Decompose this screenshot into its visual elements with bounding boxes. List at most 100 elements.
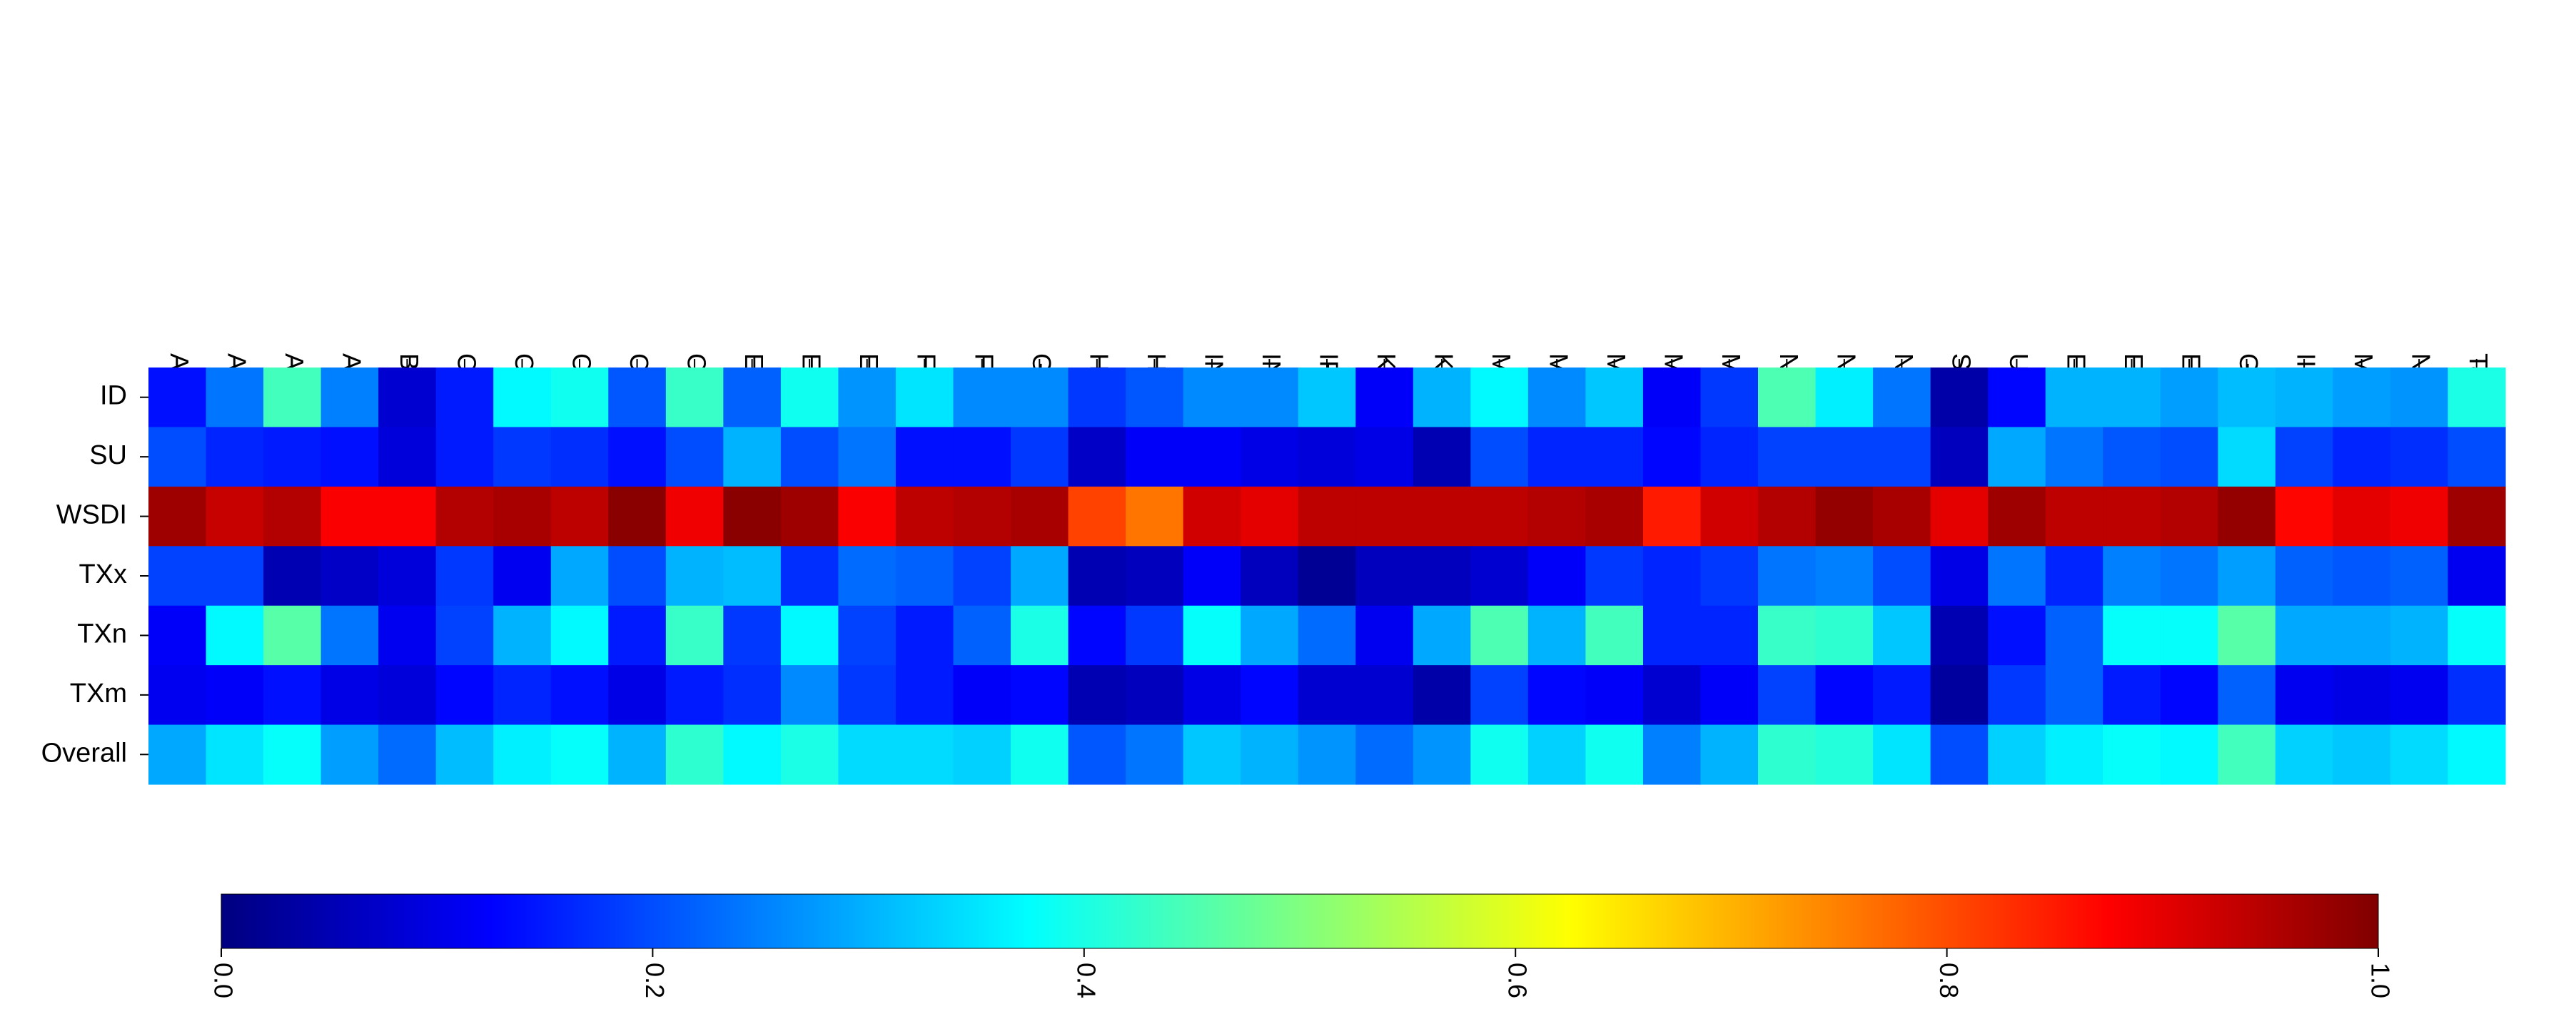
heatmap-cell bbox=[550, 546, 609, 607]
heatmap-cell bbox=[1241, 546, 1299, 607]
heatmap-cell bbox=[206, 427, 264, 487]
heatmap-cell bbox=[1413, 724, 1471, 785]
heatmap-cell bbox=[550, 486, 609, 547]
heatmap-cell bbox=[1413, 605, 1471, 666]
heatmap-cell bbox=[1815, 605, 1874, 666]
heatmap-cell bbox=[1011, 605, 1069, 666]
heatmap-cell bbox=[2045, 368, 2103, 428]
heatmap-cell bbox=[1527, 368, 1587, 428]
heatmap-cell bbox=[1527, 427, 1587, 487]
heatmap-cell bbox=[378, 724, 437, 785]
heatmap-cell bbox=[320, 546, 379, 607]
heatmap-cell bbox=[1700, 486, 1759, 547]
heatmap-cell bbox=[1758, 486, 1817, 547]
heatmap-cell bbox=[1470, 724, 1529, 785]
heatmap-cell bbox=[2333, 486, 2391, 547]
heatmap-cell bbox=[2103, 665, 2161, 726]
heatmap-cell bbox=[2448, 724, 2506, 785]
heatmap-cell bbox=[838, 605, 896, 666]
heatmap-cell bbox=[1355, 427, 1414, 487]
heatmap-cell bbox=[1988, 665, 2046, 726]
heatmap-cell bbox=[148, 665, 207, 726]
heatmap-cell bbox=[1700, 368, 1759, 428]
heatmap-cell bbox=[1241, 486, 1299, 547]
heatmap-cell bbox=[1011, 368, 1069, 428]
heatmap-cell bbox=[206, 605, 264, 666]
row-labels: ID SU WSDI TXx TXn TXm Overall bbox=[41, 381, 148, 768]
heatmap-cell bbox=[1930, 546, 1989, 607]
heatmap-cell bbox=[550, 665, 609, 726]
heatmap-cell bbox=[1700, 546, 1759, 607]
colorbar-tick-label: 1.0 bbox=[2365, 963, 2395, 998]
heatmap-cell bbox=[1355, 368, 1414, 428]
heatmap-cell bbox=[435, 665, 494, 726]
heatmap-cell bbox=[1700, 605, 1759, 666]
heatmap-cell bbox=[1585, 368, 1644, 428]
heatmap-cell bbox=[1700, 724, 1759, 785]
heatmap-cell bbox=[2160, 486, 2218, 547]
heatmap-cell bbox=[953, 368, 1011, 428]
heatmap-cell bbox=[2333, 724, 2391, 785]
heatmap-cell bbox=[1068, 665, 1126, 726]
heatmap-cell bbox=[1527, 665, 1587, 726]
heatmap-cell bbox=[780, 427, 839, 487]
heatmap-cell bbox=[2390, 427, 2449, 487]
heatmap-cell bbox=[1413, 665, 1471, 726]
heatmap-cell bbox=[2275, 486, 2333, 547]
heatmap-cell bbox=[1585, 665, 1644, 726]
heatmap-cell bbox=[1298, 427, 1356, 487]
heatmap-cell bbox=[953, 486, 1011, 547]
heatmap-cell bbox=[1298, 665, 1356, 726]
heatmap-cell bbox=[435, 546, 494, 607]
heatmap-cell bbox=[2275, 665, 2333, 726]
heatmap-cell bbox=[1815, 724, 1874, 785]
heatmap-cell bbox=[2275, 368, 2333, 428]
heatmap-cell bbox=[2390, 368, 2449, 428]
heatmap-cell bbox=[550, 724, 609, 785]
heatmap-cell bbox=[723, 724, 782, 785]
heatmap-cell bbox=[2218, 724, 2276, 785]
heatmap-cell bbox=[608, 724, 667, 785]
heatmap-cell bbox=[1758, 724, 1817, 785]
heatmap-cell bbox=[263, 486, 322, 547]
heatmap-cell bbox=[1126, 665, 1184, 726]
heatmap-cell bbox=[1930, 605, 1989, 666]
heatmap-cell bbox=[1873, 724, 1931, 785]
heatmap-cell bbox=[263, 724, 322, 785]
heatmap-cell bbox=[2103, 724, 2161, 785]
heatmap-cell bbox=[1355, 546, 1414, 607]
heatmap-cell bbox=[206, 724, 264, 785]
heatmap-cell bbox=[2275, 546, 2333, 607]
heatmap-cell bbox=[550, 427, 609, 487]
heatmap-cell bbox=[780, 665, 839, 726]
heatmap-cell bbox=[206, 665, 264, 726]
heatmap-cell bbox=[320, 605, 379, 666]
heatmap-cell bbox=[1642, 486, 1702, 547]
heatmap-cell bbox=[1642, 665, 1702, 726]
colorbar-tick-label: 0.8 bbox=[1934, 963, 1964, 998]
heatmap-cell bbox=[895, 665, 954, 726]
heatmap-cell bbox=[1183, 665, 1241, 726]
heatmap-cell bbox=[1011, 546, 1069, 607]
heatmap-cell bbox=[206, 546, 264, 607]
heatmap-cell bbox=[838, 546, 896, 607]
heatmap-cell bbox=[2160, 427, 2218, 487]
heatmap-cell bbox=[2218, 427, 2276, 487]
heatmap-cell bbox=[665, 724, 724, 785]
heatmap-cell bbox=[780, 546, 839, 607]
heatmap-cell bbox=[723, 665, 782, 726]
heatmap-cell bbox=[2218, 486, 2276, 547]
heatmap-cell bbox=[2390, 546, 2449, 607]
heatmap-cell bbox=[1241, 368, 1299, 428]
heatmap-cell bbox=[1700, 665, 1759, 726]
heatmap-cell bbox=[1413, 486, 1471, 547]
heatmap-cell bbox=[608, 427, 667, 487]
heatmap-cell bbox=[2333, 427, 2391, 487]
heatmap-cell bbox=[780, 605, 839, 666]
heatmap-cell bbox=[493, 605, 552, 666]
colorbar-tick-label: 0.2 bbox=[640, 963, 670, 998]
heatmap-cell bbox=[1011, 427, 1069, 487]
heatmap-cell bbox=[1585, 427, 1644, 487]
heatmap-cell bbox=[1068, 724, 1126, 785]
row-label: TXn bbox=[77, 619, 127, 649]
